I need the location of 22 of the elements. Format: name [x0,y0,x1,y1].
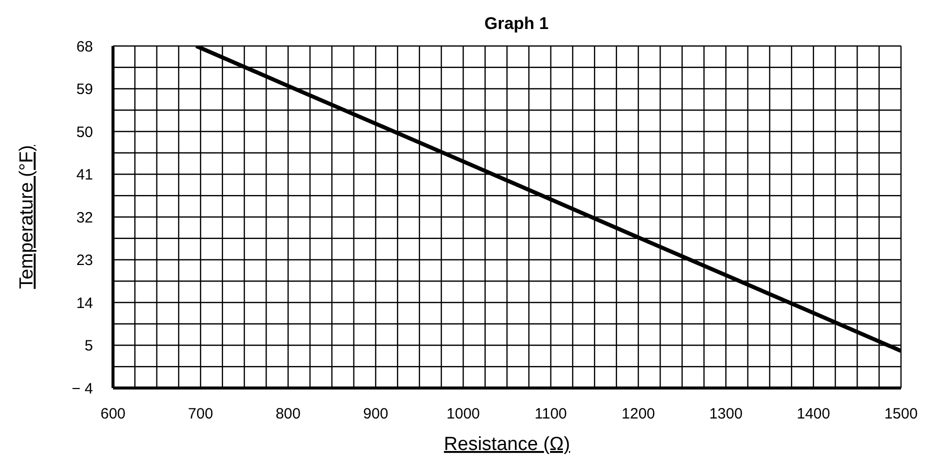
y-tick-label: 32 [76,209,93,226]
x-tick-label: 900 [363,406,388,423]
y-tick-label: 41 [76,166,93,184]
y-axis-title: Temperature (°F) [16,145,38,289]
y-tick-label: 5 [84,338,93,355]
x-tick-label: 600 [100,406,126,423]
y-tick-label: 50 [76,124,93,141]
y-tick-label: 23 [76,252,93,270]
x-tick-label: 800 [276,406,301,423]
chart-title: Graph 1 [483,14,550,34]
x-tick-label: 700 [188,406,214,423]
y-tick-label: 59 [76,81,93,98]
y-tick-label: − 4 [72,380,93,398]
x-tick-label: 1300 [709,406,743,423]
x-tick-label: 1100 [534,406,567,423]
y-tick-label: 68 [76,38,93,56]
x-axis-title: Resistance (Ω) [444,434,570,455]
x-tick-label: 1500 [884,406,918,423]
y-tick-label: 14 [76,294,93,312]
x-tick-label: 1000 [446,406,480,423]
x-tick-label: 1400 [796,406,830,423]
x-tick-label: 1200 [622,406,656,423]
